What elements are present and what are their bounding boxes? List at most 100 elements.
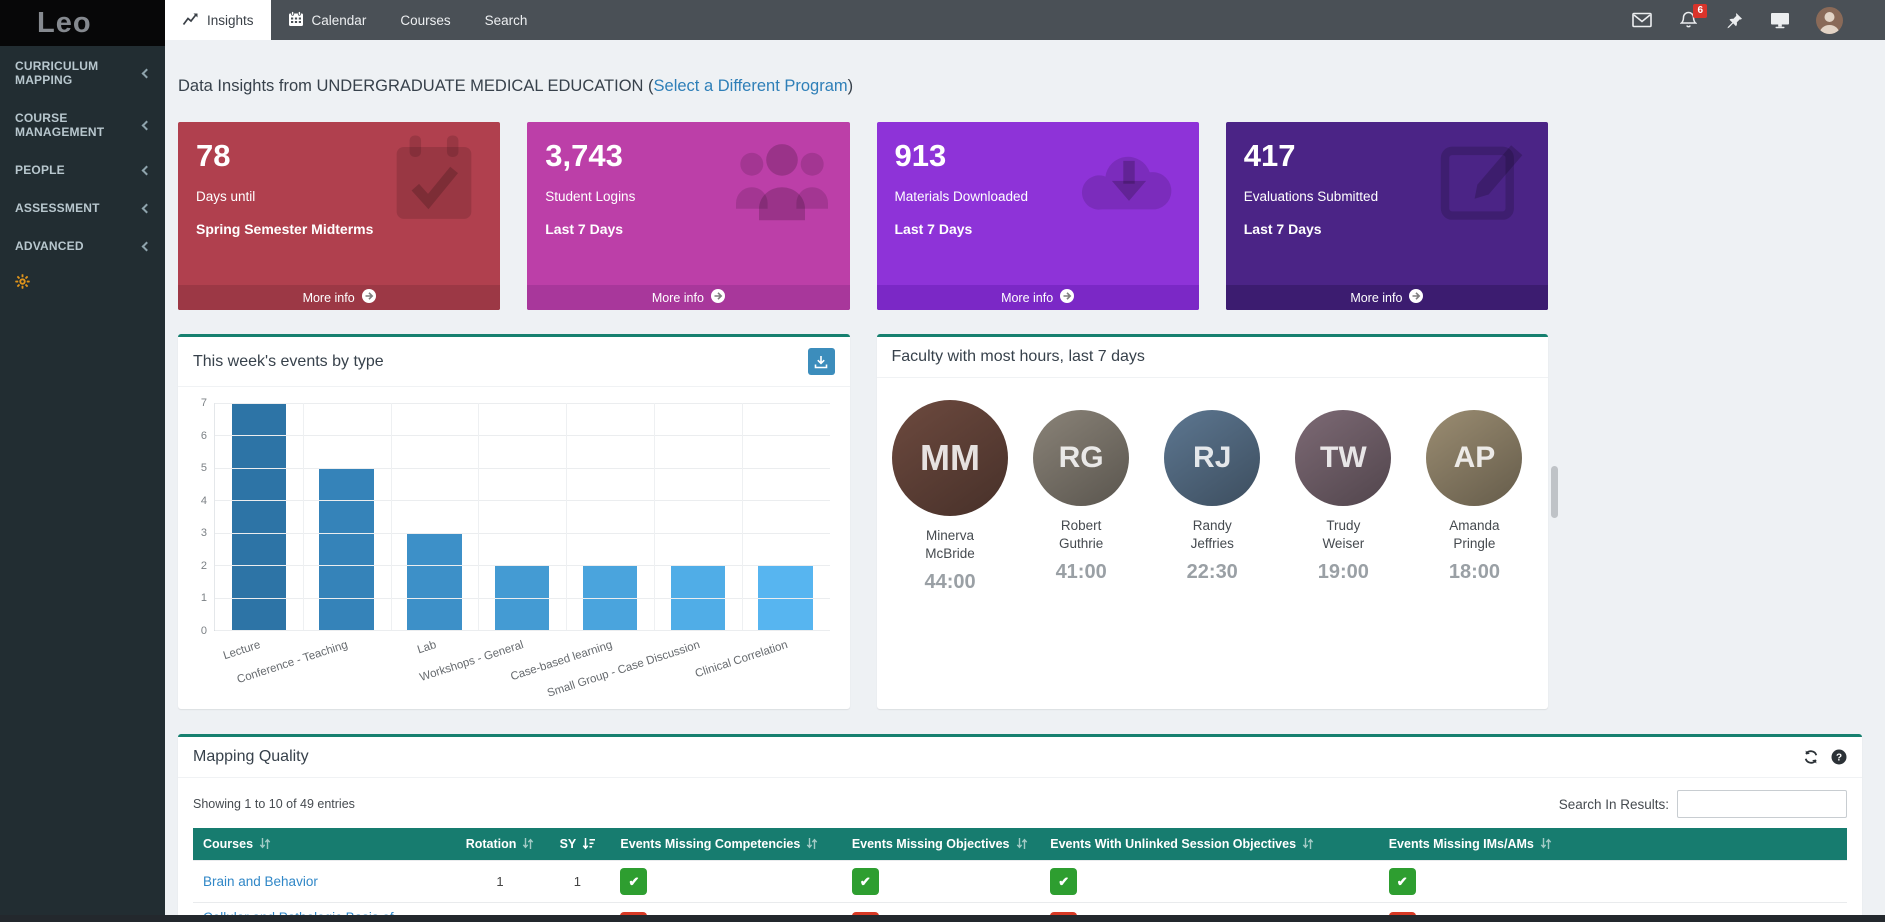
arrow-circle-right-icon — [362, 289, 376, 306]
refresh-icon[interactable] — [1803, 749, 1819, 765]
settings-gear-icon[interactable] — [0, 264, 165, 304]
page-title: Data Insights from UNDERGRADUATE MEDICAL… — [178, 77, 1862, 96]
column-header-events-missing-competencies[interactable]: Events Missing Competencies — [610, 828, 841, 861]
cloud-download-icon — [1079, 134, 1179, 227]
bottom-edge-bar — [0, 915, 1885, 922]
more-info-button[interactable]: More info — [527, 285, 849, 310]
more-info-button[interactable]: More info — [178, 285, 500, 310]
sidebar-item-advanced[interactable]: ADVANCED — [0, 228, 165, 264]
faculty-member[interactable]: MM MinervaMcBride 44:00 — [885, 400, 1015, 594]
bar — [232, 403, 286, 630]
column-header-events-missing-ims-ams[interactable]: Events Missing IMs/AMs — [1379, 828, 1847, 861]
panel-title: This week's events by type — [193, 353, 384, 371]
faculty-name: MinervaMcBride — [885, 527, 1015, 563]
arrow-circle-right-icon — [1409, 289, 1423, 306]
column-header-events-unlinked-session-objectives[interactable]: Events With Unlinked Session Objectives — [1040, 828, 1378, 861]
select-program-link[interactable]: Select a Different Program — [654, 77, 848, 95]
gridline-vertical — [742, 403, 743, 630]
chevron-left-icon — [142, 241, 152, 251]
table-row: Brain and Behavior 1 1 ✔ ✔ ✔ ✔ — [193, 861, 1847, 903]
faculty-photo: RG — [1033, 410, 1129, 506]
users-icon — [734, 134, 830, 231]
course-link[interactable]: Brain and Behavior — [203, 874, 318, 889]
desktop-monitor-icon[interactable] — [1770, 10, 1790, 30]
sort-icon — [522, 837, 534, 850]
panel-title: Faculty with most hours, last 7 days — [892, 348, 1145, 366]
faculty-member[interactable]: TW TrudyWeiser 19:00 — [1278, 400, 1408, 584]
panel-header: Mapping Quality ? — [178, 737, 1862, 778]
stat-card-body: 3,743 Student Logins Last 7 Days — [527, 122, 849, 285]
chevron-left-icon — [142, 203, 152, 213]
faculty-name: RandyJeffries — [1147, 517, 1277, 553]
top-navbar: Insights Calendar Courses Search 6 — [0, 0, 1885, 40]
panel-title: Mapping Quality — [193, 748, 309, 766]
sidebar-item-course-management[interactable]: COURSE MANAGEMENT — [0, 100, 165, 150]
notification-count-badge: 6 — [1693, 4, 1707, 18]
x-axis-label: Clinical Correlation — [694, 639, 790, 680]
leo-logo[interactable]: Leo — [0, 0, 165, 46]
page-title-prefix: Data Insights from UNDERGRADUATE MEDICAL… — [178, 77, 654, 95]
sidebar-item-curriculum-mapping[interactable]: CURRICULUM MAPPING — [0, 48, 165, 98]
events-by-type-panel: This week's events by type 76543210 Lect… — [178, 334, 850, 709]
sort-amount-icon — [582, 837, 595, 850]
sidebar-item-assessment[interactable]: ASSESSMENT — [0, 190, 165, 226]
x-axis-label: Lecture — [221, 639, 261, 662]
help-question-icon[interactable]: ? — [1831, 749, 1847, 765]
stat-cards-row: 78 Days until Spring Semester Midterms M… — [178, 122, 1548, 310]
status-badge[interactable]: ✔ — [852, 868, 879, 895]
tab-insights[interactable]: Insights — [165, 0, 271, 40]
topbar-actions: 6 — [1632, 0, 1843, 40]
stat-card-student-logins: 3,743 Student Logins Last 7 Days More in… — [527, 122, 849, 310]
chevron-left-icon — [142, 165, 152, 175]
sidebar-item-people[interactable]: PEOPLE — [0, 152, 165, 188]
faculty-member[interactable]: AP AmandaPringle 18:00 — [1409, 400, 1539, 584]
messages-envelope-icon[interactable] — [1632, 10, 1652, 30]
sort-icon — [1016, 837, 1028, 850]
status-badge[interactable]: ✔ — [1389, 868, 1416, 895]
scrollbar-thumb[interactable] — [1551, 466, 1558, 518]
y-axis: 76543210 — [192, 403, 214, 631]
panel-header: This week's events by type — [178, 337, 850, 387]
stat-card-materials-downloaded: 913 Materials Downloaded Last 7 Days Mor… — [877, 122, 1199, 310]
faculty-hours: 41:00 — [1016, 561, 1146, 584]
column-header-events-missing-objectives[interactable]: Events Missing Objectives — [842, 828, 1040, 861]
faculty-member[interactable]: RG RobertGuthrie 41:00 — [1016, 400, 1146, 584]
status-badge[interactable]: ✔ — [1050, 868, 1077, 895]
tab-label: Search — [485, 13, 528, 28]
more-info-label: More info — [652, 291, 704, 305]
column-header-courses[interactable]: Courses — [193, 828, 456, 861]
main-content: Data Insights from UNDERGRADUATE MEDICAL… — [165, 40, 1885, 922]
more-info-button[interactable]: More info — [877, 285, 1199, 310]
page-title-suffix: ) — [848, 77, 854, 95]
stat-card-days-until-midterms: 78 Days until Spring Semester Midterms M… — [178, 122, 500, 310]
tab-courses[interactable]: Courses — [383, 0, 467, 40]
column-header-rotation[interactable]: Rotation — [456, 828, 545, 861]
bar — [407, 533, 461, 630]
column-header-sy[interactable]: SY — [544, 828, 610, 861]
rotation-value: 1 — [456, 861, 545, 903]
mapping-quality-body: Showing 1 to 10 of 49 entries Search In … — [178, 778, 1862, 922]
faculty-hours: 22:30 — [1147, 561, 1277, 584]
more-info-label: More info — [1001, 291, 1053, 305]
faculty-photo: TW — [1295, 410, 1391, 506]
faculty-member[interactable]: RJ RandyJeffries 22:30 — [1147, 400, 1277, 584]
svg-text:?: ? — [1836, 753, 1842, 764]
pin-thumbtack-icon[interactable] — [1724, 10, 1744, 30]
bar-chart: 76543210 LectureConference - TeachingLab… — [178, 387, 850, 709]
tab-calendar[interactable]: Calendar — [271, 0, 384, 40]
download-chart-button[interactable] — [808, 348, 835, 375]
gridline — [215, 403, 830, 404]
tab-search[interactable]: Search — [468, 0, 545, 40]
more-info-button[interactable]: More info — [1226, 285, 1548, 310]
notifications-bell-icon[interactable]: 6 — [1678, 10, 1698, 30]
leo-dashboard: Insights Calendar Courses Search 6 — [0, 0, 1885, 922]
bar — [319, 468, 373, 630]
user-avatar[interactable] — [1816, 7, 1843, 34]
faculty-photo: AP — [1426, 410, 1522, 506]
stat-card-body: 417 Evaluations Submitted Last 7 Days — [1226, 122, 1548, 285]
search-in-results-input[interactable] — [1677, 790, 1847, 818]
sidebar-item-label: ADVANCED — [15, 239, 84, 253]
tab-label: Insights — [207, 13, 254, 28]
status-badge[interactable]: ✔ — [620, 868, 647, 895]
faculty-hours: 44:00 — [885, 571, 1015, 594]
